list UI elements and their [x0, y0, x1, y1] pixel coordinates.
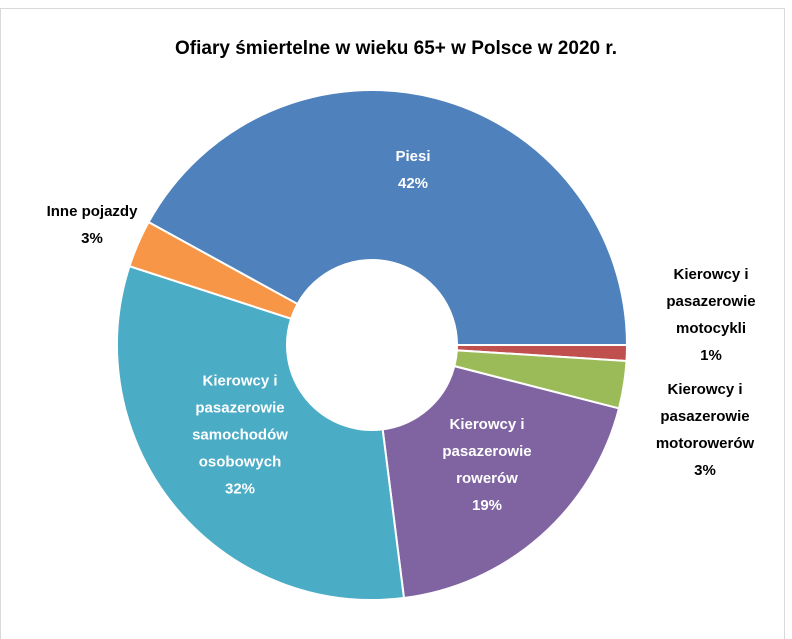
- data-label: Kierowcy i pasazerowie rowerów 19%: [420, 411, 554, 519]
- data-label: Kierowcy i pasazerowie samochodów osobow…: [173, 368, 307, 503]
- value-label: 32%: [224, 480, 256, 498]
- chart-border: [0, 8, 785, 639]
- category-label: Kierowcy i pasazerowie motorowerów: [655, 381, 755, 452]
- value-label: 1%: [700, 347, 722, 364]
- category-label: Kierowcy i pasazerowie samochodów osobow…: [192, 372, 288, 471]
- doughnut-slice: [381, 364, 621, 600]
- data-label: Inne pojazdy 3%: [25, 198, 159, 252]
- category-label: Kierowcy i pasazerowie motocykli: [666, 266, 756, 337]
- value-label: 42%: [397, 175, 429, 192]
- data-label: Piesi 42%: [346, 143, 480, 197]
- data-label: Kierowcy i pasazerowie motocykli 1%: [644, 261, 778, 369]
- value-label: 3%: [694, 462, 716, 479]
- category-label: Inne pojazdy: [46, 203, 138, 220]
- value-label: 19%: [471, 497, 503, 514]
- data-label: Kierowcy i pasazerowie motorowerów 3%: [638, 376, 772, 484]
- doughnut-slice: [128, 220, 299, 320]
- doughnut-slice: [147, 89, 629, 346]
- value-label: 3%: [81, 230, 103, 247]
- chart-title: Ofiary śmiertelne w wieku 65+ w Polsce w…: [175, 38, 617, 59]
- doughnut-slice: [116, 264, 406, 601]
- category-label: Piesi: [395, 148, 431, 165]
- category-label: Kierowcy i pasazerowie rowerów: [442, 416, 532, 487]
